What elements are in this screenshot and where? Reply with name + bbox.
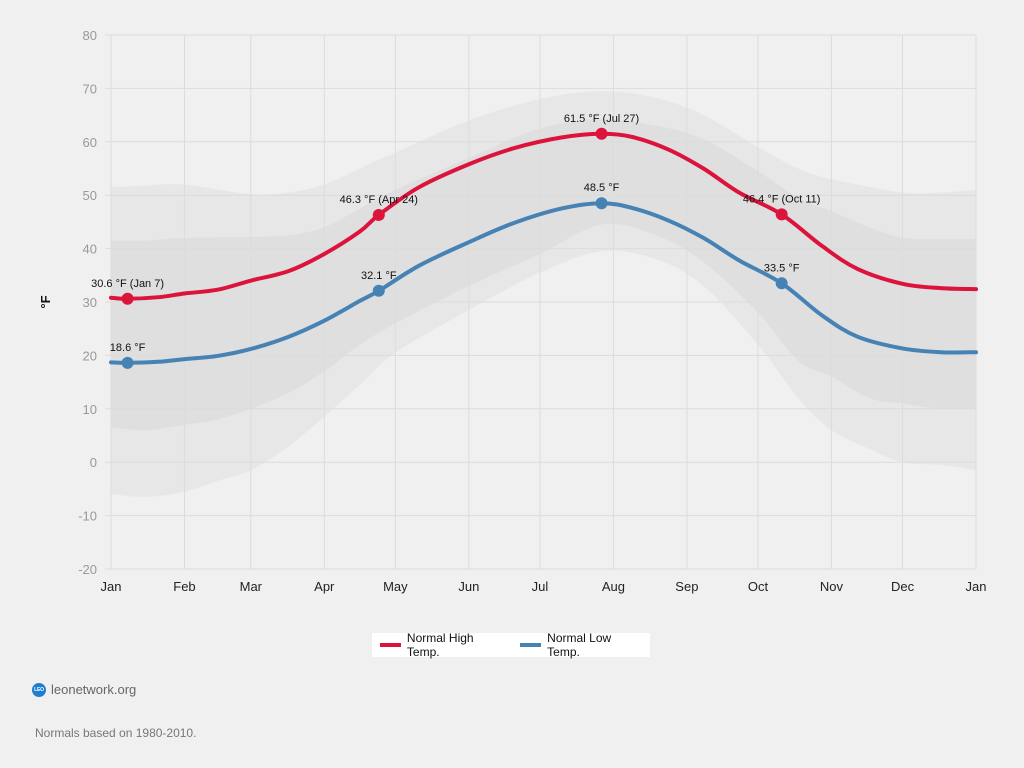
x-tick-label: Oct (748, 579, 769, 594)
y-tick-label: 40 (83, 242, 97, 257)
y-tick-label: 0 (90, 455, 97, 470)
annotation-markers: 30.6 °F (Jan 7) 18.6 °F 46.3 °F (Apr 24) 32… (91, 113, 820, 369)
x-tick-label: Jun (458, 579, 479, 594)
legend-label-high: Normal High Temp. (406, 631, 474, 659)
data-point-label: 32.1 °F (361, 270, 397, 282)
range-bands (111, 91, 976, 497)
x-tick-label: Aug (602, 579, 625, 594)
y-tick-label: 20 (83, 348, 97, 363)
data-point-label: 48.5 °F (584, 182, 620, 194)
chart-legend: Normal High Temp. Normal Low Temp. (372, 631, 650, 659)
x-tick-label: Apr (314, 579, 335, 594)
y-tick-label: 70 (83, 81, 97, 96)
data-point-label: 46.3 °F (Apr 24) (340, 194, 418, 206)
data-point-label: 33.5 °F (764, 262, 800, 274)
x-tick-label: Feb (173, 579, 195, 594)
data-point-label: 61.5 °F (Jul 27) (564, 113, 639, 125)
legend-label-low: Normal Low Temp. (547, 631, 612, 659)
data-point-marker (121, 356, 134, 369)
x-tick-label: Jul (532, 579, 549, 594)
y-tick-label: 30 (83, 295, 97, 310)
leo-logo-icon: LEO (32, 682, 46, 697)
y-tick-label: 60 (83, 135, 97, 150)
x-tick-label: Jan (966, 579, 987, 594)
x-tick-label: Dec (891, 579, 915, 594)
legend-swatch-high (380, 643, 401, 647)
data-point-marker (372, 208, 385, 221)
data-point-marker (121, 292, 134, 305)
data-point-marker (595, 197, 608, 210)
legend-item-high[interactable]: Normal High Temp. (380, 631, 504, 659)
normals-note: Normals based on 1980-2010. (35, 726, 197, 740)
x-tick-label: Mar (240, 579, 263, 594)
x-tick-label: Sep (675, 579, 698, 594)
series-line-normal-high-temp (109, 131, 978, 301)
grid-lines (105, 34, 977, 570)
x-tick-label: Jan (101, 579, 122, 594)
y-tick-label: 50 (83, 188, 97, 203)
band-inner-range (111, 119, 976, 431)
series-line-normal-low-temp (109, 201, 978, 365)
y-tick-label: -10 (78, 509, 97, 524)
x-tick-label: May (383, 579, 408, 594)
y-tick-label: 80 (83, 28, 97, 43)
legend-swatch-low (520, 643, 542, 647)
data-point-label: 18.6 °F (110, 342, 146, 354)
footer-brand[interactable]: LEO leonetwork.org (32, 682, 136, 697)
x-axis-ticks: Jan Feb Mar Apr May Jun Jul Aug Sep Oct Nov Dec Jan (101, 579, 987, 594)
y-axis-title: °F (38, 295, 53, 308)
y-tick-label: 10 (83, 402, 97, 417)
data-point-marker (775, 208, 788, 221)
y-axis-ticks: 80 70 60 50 40 30 20 10 0 -10 -20 (78, 28, 97, 577)
data-point-marker (595, 127, 608, 140)
series-lines (109, 131, 978, 365)
data-point-label: 30.6 °F (Jan 7) (91, 278, 164, 290)
x-tick-label: Nov (820, 579, 844, 594)
brand-link[interactable]: leonetwork.org (51, 682, 137, 697)
data-point-marker (775, 277, 788, 290)
data-point-marker (372, 284, 385, 297)
y-tick-label: -20 (78, 562, 97, 577)
legend-item-low[interactable]: Normal Low Temp. (520, 631, 642, 659)
data-point-label: 46.4 °F (Oct 11) (743, 193, 821, 205)
